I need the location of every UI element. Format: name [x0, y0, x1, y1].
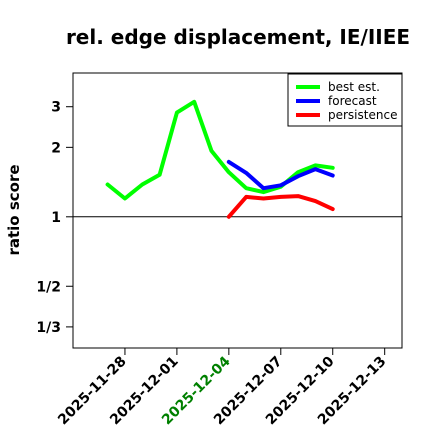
legend-label: best est.	[328, 80, 380, 94]
legend-label: persistence	[328, 108, 397, 122]
legend-label: forecast	[328, 94, 377, 108]
chart-title: rel. edge displacement, IE/IIEE	[66, 25, 410, 49]
y-axis-label: ratio score	[5, 164, 23, 255]
plot-frame	[72, 72, 403, 349]
series-line-forecast	[226, 159, 335, 191]
series-line-persistence	[226, 194, 335, 219]
series-line-best-est-	[105, 99, 335, 201]
y-tick-label: 3	[51, 100, 61, 116]
y-tick-label: 2	[51, 140, 61, 156]
y-tick-label: 1/2	[36, 279, 61, 295]
y-tick-label: 1/3	[36, 320, 61, 336]
y-tick-label: 1	[51, 210, 61, 226]
